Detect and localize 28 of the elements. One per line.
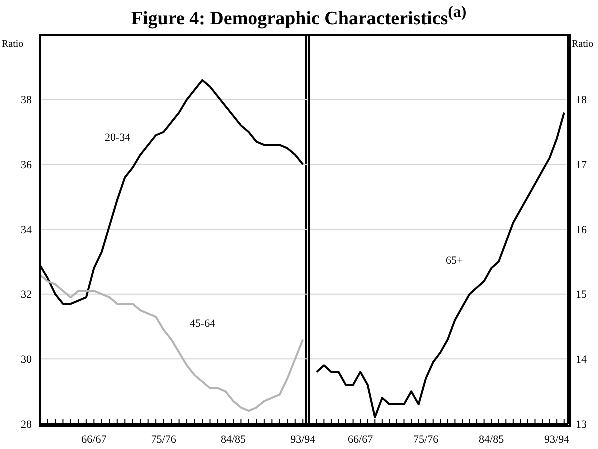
x-tick-label: 66/67 bbox=[82, 434, 108, 446]
series-label: 45-64 bbox=[190, 318, 216, 330]
x-tick-label: 75/76 bbox=[151, 434, 177, 446]
x-tick-label: 75/76 bbox=[414, 434, 440, 446]
y-tick-label: 28 bbox=[21, 418, 32, 431]
y-tick-label: 17 bbox=[576, 160, 588, 172]
series-label: 20-34 bbox=[105, 132, 131, 144]
x-tick-label: 66/67 bbox=[348, 434, 374, 446]
chart-title: Figure 4: Demographic Characteristics$^{(a)}$ bbox=[130, 4, 468, 30]
x-tick-label: 93/94 bbox=[290, 434, 316, 446]
y-tick-label: 30 bbox=[21, 354, 32, 366]
y-axis-title: Ratio bbox=[572, 39, 594, 50]
y-axis-title: Ratio bbox=[2, 39, 24, 50]
line-series bbox=[40, 274, 304, 412]
x-tick-label: 84/85 bbox=[479, 434, 505, 446]
x-tick-label: 84/85 bbox=[220, 434, 247, 446]
text: 65+ bbox=[446, 255, 464, 267]
y-tick-label: 16 bbox=[576, 224, 588, 236]
line-series bbox=[40, 79, 304, 306]
y-tick-label: 18 bbox=[576, 94, 588, 107]
y-tick-label: 14 bbox=[576, 354, 588, 366]
y-tick-label: 34 bbox=[21, 224, 32, 236]
y-tick-label: 32 bbox=[21, 289, 32, 302]
y-tick-label: 15 bbox=[576, 289, 588, 302]
y-tick-label: 38 bbox=[21, 94, 32, 107]
y-tick-label: 36 bbox=[21, 160, 32, 172]
x-tick-label: 93/94 bbox=[544, 434, 570, 446]
y-tick-label: 13 bbox=[576, 418, 588, 431]
